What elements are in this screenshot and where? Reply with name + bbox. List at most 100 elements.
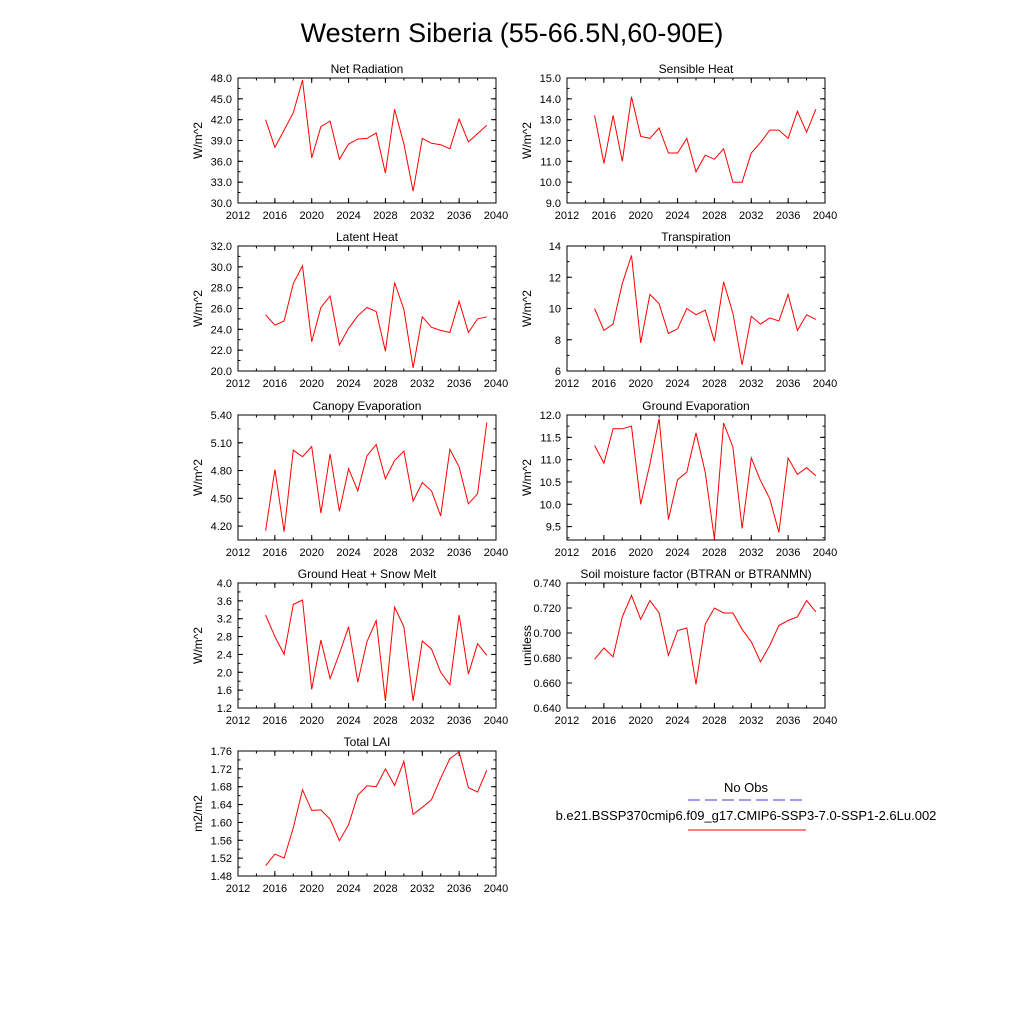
series-line: [594, 255, 817, 365]
x-tick-label: 2012: [555, 378, 579, 390]
y-tick-label: 5.10: [211, 438, 232, 450]
y-tick-label: 30.0: [211, 198, 232, 210]
chart-title: Ground Evaporation: [642, 399, 749, 413]
chart-panel-5: Canopy Evaporation 2012 2016 2020 2024 2028 20…: [191, 399, 508, 559]
x-tick-label: 2040: [813, 378, 837, 390]
y-tick-label: 4.20: [211, 521, 232, 533]
y-tick-label: 11.0: [540, 455, 561, 467]
x-tick-label: 2020: [299, 883, 323, 895]
x-tick-label: 2024: [665, 210, 689, 222]
x-tick-label: 2012: [555, 210, 579, 222]
plot-frame: [237, 582, 497, 709]
legend-model-label: b.e21.BSSP370cmip6.f09_g17.CMIP6-SSP3-7.…: [556, 808, 937, 823]
chart-panel-1: Net Radiation 2012 2016 2020 2024 2028 2032 203…: [191, 62, 508, 222]
chart-title: Ground Heat + Snow Melt: [298, 567, 437, 581]
x-tick-label: 2020: [299, 210, 323, 222]
x-tick-label: 2016: [263, 883, 287, 895]
y-tick-label: 0.720: [533, 603, 561, 615]
chart-title: Soil moisture factor (BTRAN or BTRANMN): [580, 567, 811, 581]
x-tick-label: 2032: [410, 547, 434, 559]
y-tick-label: 13.0: [540, 115, 561, 127]
y-tick-label: 1.56: [211, 835, 232, 847]
series-line: [594, 418, 817, 540]
y-tick-label: 10.5: [540, 477, 561, 489]
x-tick-label: 2028: [373, 547, 397, 559]
x-tick-label: 2016: [592, 210, 616, 222]
y-axis-label: W/m^2: [191, 459, 205, 496]
y-tick-label: 1.76: [211, 746, 232, 758]
y-tick-label: 30.0: [211, 262, 232, 274]
y-tick-label: 5.40: [211, 410, 232, 422]
y-tick-label: 9.5: [546, 522, 561, 534]
plot-frame: [566, 245, 826, 372]
legend: No Obs b.e21.BSSP370cmip6.f09_g17.CMIP6-…: [556, 780, 937, 831]
chart-title: Latent Heat: [336, 230, 399, 244]
x-tick-label: 2032: [739, 378, 763, 390]
series-line: [265, 599, 488, 701]
x-tick-label: 2024: [336, 378, 360, 390]
x-tick-label: 2028: [702, 210, 726, 222]
y-tick-label: 11.5: [540, 432, 561, 444]
x-tick-label: 2024: [336, 547, 360, 559]
chart-title: Transpiration: [661, 230, 731, 244]
x-tick-label: 2036: [447, 715, 471, 727]
y-tick-label: 11.0: [540, 156, 561, 168]
x-tick-label: 2040: [484, 210, 508, 222]
x-tick-label: 2032: [410, 715, 434, 727]
x-tick-label: 2028: [702, 378, 726, 390]
y-tick-label: 1.48: [211, 871, 232, 883]
x-tick-label: 2020: [299, 715, 323, 727]
x-tick-label: 2016: [592, 378, 616, 390]
chart-panel-9: Total LAI 2012 2016 2020 2024 2028 2032 2036 204…: [191, 735, 508, 895]
y-tick-label: 20.0: [211, 366, 232, 378]
x-tick-label: 2016: [263, 378, 287, 390]
x-tick-label: 2036: [447, 210, 471, 222]
x-tick-label: 2036: [776, 378, 800, 390]
y-axis-label: W/m^2: [191, 627, 205, 664]
x-tick-label: 2016: [263, 715, 287, 727]
x-tick-label: 2020: [628, 378, 652, 390]
plot-frame: [237, 77, 497, 204]
chart-title: Net Radiation: [331, 62, 404, 76]
y-tick-label: 0.700: [533, 628, 561, 640]
chart-title: Canopy Evaporation: [313, 399, 422, 413]
y-tick-label: 8: [555, 335, 561, 347]
y-tick-label: 32.0: [211, 241, 232, 253]
chart-panel-2: Sensible Heat 2012 2016 2020 2024 2028 2032 203…: [520, 62, 837, 222]
x-tick-label: 2016: [592, 547, 616, 559]
chart-panel-6: Ground Evaporation 2012 2016 2020 2024 2028 20…: [520, 399, 837, 559]
y-tick-label: 0.740: [533, 578, 561, 590]
plot-frame: [237, 750, 497, 877]
x-tick-label: 2020: [628, 210, 652, 222]
y-tick-label: 3.2: [217, 614, 232, 626]
y-tick-label: 0.640: [533, 703, 561, 715]
y-tick-label: 9.0: [546, 198, 561, 210]
y-tick-label: 12.0: [540, 410, 561, 422]
y-tick-label: 45.0: [211, 94, 232, 106]
y-tick-label: 12.0: [540, 136, 561, 148]
x-tick-label: 2032: [410, 378, 434, 390]
x-tick-label: 2016: [263, 547, 287, 559]
y-tick-label: 14: [549, 241, 561, 253]
series-line: [594, 96, 817, 183]
x-tick-label: 2020: [299, 378, 323, 390]
x-tick-label: 2036: [776, 547, 800, 559]
y-tick-label: 1.72: [211, 764, 232, 776]
y-tick-label: 6: [555, 366, 561, 378]
x-tick-label: 2032: [739, 547, 763, 559]
x-tick-label: 2028: [702, 547, 726, 559]
x-tick-label: 2016: [592, 715, 616, 727]
plot-frame: [566, 582, 826, 709]
x-tick-label: 2036: [776, 210, 800, 222]
plot-frame: [566, 77, 826, 204]
x-tick-label: 2040: [484, 883, 508, 895]
x-tick-label: 2028: [373, 378, 397, 390]
y-tick-label: 10.0: [540, 177, 561, 189]
x-tick-label: 2036: [447, 378, 471, 390]
y-tick-label: 1.52: [211, 853, 232, 865]
legend-obs-label: No Obs: [724, 780, 769, 795]
x-tick-label: 2012: [226, 547, 250, 559]
y-tick-label: 39.0: [211, 136, 232, 148]
y-tick-label: 24.0: [211, 324, 232, 336]
x-tick-label: 2024: [336, 210, 360, 222]
